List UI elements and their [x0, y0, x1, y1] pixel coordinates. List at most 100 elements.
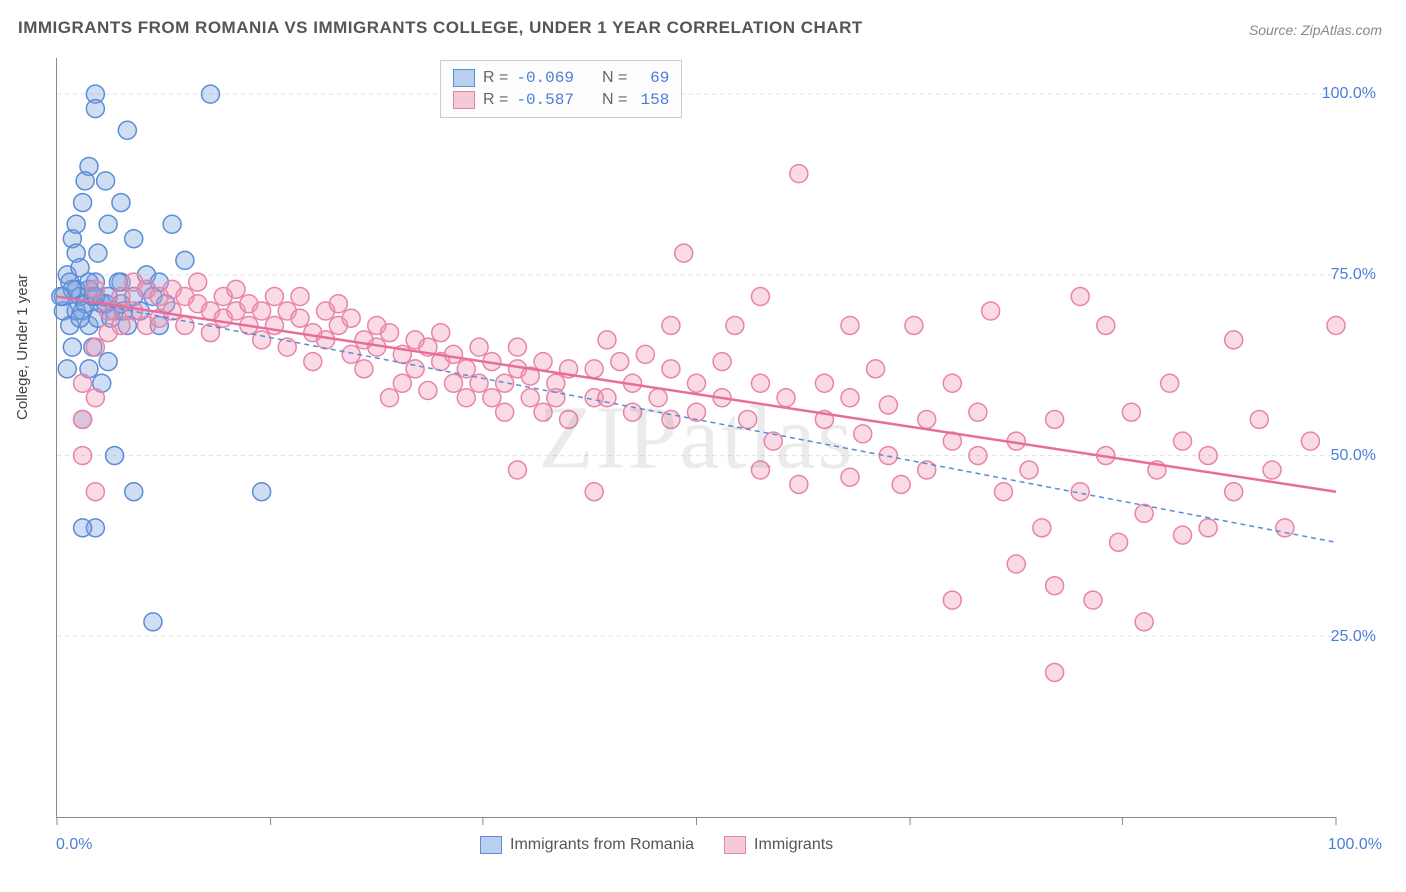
- scatter-point: [355, 360, 373, 378]
- scatter-point: [265, 288, 283, 306]
- scatter-point: [86, 389, 104, 407]
- scatter-point: [649, 389, 667, 407]
- scatter-point: [1135, 504, 1153, 522]
- scatter-point: [841, 316, 859, 334]
- scatter-point: [508, 461, 526, 479]
- scatter-point: [854, 425, 872, 443]
- scatter-point: [432, 324, 450, 342]
- scatter-point: [611, 353, 629, 371]
- x-tick-left: 0.0%: [56, 836, 92, 854]
- scatter-point: [227, 280, 245, 298]
- scatter-point: [1097, 316, 1115, 334]
- scatter-point: [585, 360, 603, 378]
- scatter-point: [841, 389, 859, 407]
- scatter-point: [317, 331, 335, 349]
- scatter-point: [381, 389, 399, 407]
- scatter-point: [419, 382, 437, 400]
- y-axis-label: College, Under 1 year: [14, 274, 31, 420]
- legend-item-1: Immigrants: [724, 836, 833, 854]
- y-tick-label: 100.0%: [1322, 85, 1376, 103]
- y-tick-label: 25.0%: [1331, 628, 1376, 646]
- scatter-point: [176, 251, 194, 269]
- scatter-point: [892, 475, 910, 493]
- scatter-point: [74, 519, 92, 537]
- scatter-point: [739, 410, 757, 428]
- scatter-point: [444, 374, 462, 392]
- scatter-point: [777, 389, 795, 407]
- scatter-point: [86, 280, 104, 298]
- scatter-point: [189, 273, 207, 291]
- scatter-point: [688, 403, 706, 421]
- scatter-point: [1122, 403, 1140, 421]
- scatter-point: [176, 316, 194, 334]
- scatter-point: [943, 591, 961, 609]
- swatch-icon: [724, 836, 746, 854]
- n-value-0: 69: [635, 69, 669, 87]
- regression-line: [57, 297, 1336, 492]
- swatch-icon: [480, 836, 502, 854]
- scatter-point: [598, 331, 616, 349]
- scatter-point: [86, 100, 104, 118]
- scatter-point: [253, 331, 271, 349]
- r-label: R =: [483, 91, 508, 109]
- scatter-point: [444, 345, 462, 363]
- n-value-1: 158: [635, 91, 669, 109]
- scatter-point: [675, 244, 693, 262]
- scatter-point: [1199, 519, 1217, 537]
- scatter-point: [547, 389, 565, 407]
- x-tick-right: 100.0%: [1328, 836, 1382, 854]
- scatter-point: [994, 483, 1012, 501]
- scatter-point: [406, 360, 424, 378]
- scatter-point: [457, 389, 475, 407]
- scatter-point: [304, 353, 322, 371]
- scatter-point: [496, 403, 514, 421]
- scatter-point: [86, 338, 104, 356]
- legend-stats-row-1: R = -0.587 N = 158: [453, 89, 669, 111]
- r-value-0: -0.069: [516, 69, 574, 87]
- scatter-point: [74, 194, 92, 212]
- scatter-point: [585, 483, 603, 501]
- scatter-point: [790, 475, 808, 493]
- legend-stats-row-0: R = -0.069 N = 69: [453, 67, 669, 89]
- scatter-point: [969, 403, 987, 421]
- scatter-point: [636, 345, 654, 363]
- scatter-point: [508, 338, 526, 356]
- scatter-point: [58, 360, 76, 378]
- scatter-point: [1263, 461, 1281, 479]
- r-value-1: -0.587: [516, 91, 574, 109]
- scatter-point: [879, 396, 897, 414]
- scatter-point: [1007, 555, 1025, 573]
- plot-area: ZIPatlas: [56, 58, 1336, 818]
- scatter-point: [790, 165, 808, 183]
- scatter-point: [483, 389, 501, 407]
- scatter-point: [534, 403, 552, 421]
- scatter-point: [112, 316, 130, 334]
- scatter-point: [662, 410, 680, 428]
- scatter-point: [329, 295, 347, 313]
- scatter-point: [841, 468, 859, 486]
- scatter-point: [63, 338, 81, 356]
- scatter-point: [1327, 316, 1345, 334]
- scatter-point: [99, 353, 117, 371]
- scatter-point: [1250, 410, 1268, 428]
- scatter-point: [86, 483, 104, 501]
- scatter-point: [1084, 591, 1102, 609]
- scatter-point: [1225, 483, 1243, 501]
- scatter-point: [1046, 577, 1064, 595]
- scatter-point: [99, 215, 117, 233]
- scatter-point: [112, 288, 130, 306]
- scatter-point: [969, 447, 987, 465]
- scatter-point: [253, 302, 271, 320]
- swatch-series-0: [453, 69, 475, 87]
- swatch-series-1: [453, 91, 475, 109]
- scatter-point: [74, 374, 92, 392]
- scatter-point: [534, 353, 552, 371]
- scatter-point: [1174, 432, 1192, 450]
- scatter-point: [815, 374, 833, 392]
- scatter-point: [1046, 410, 1064, 428]
- scatter-point: [470, 338, 488, 356]
- scatter-point: [662, 316, 680, 334]
- scatter-point: [560, 410, 578, 428]
- legend-stats: R = -0.069 N = 69 R = -0.587 N = 158: [440, 60, 682, 118]
- scatter-point: [1225, 331, 1243, 349]
